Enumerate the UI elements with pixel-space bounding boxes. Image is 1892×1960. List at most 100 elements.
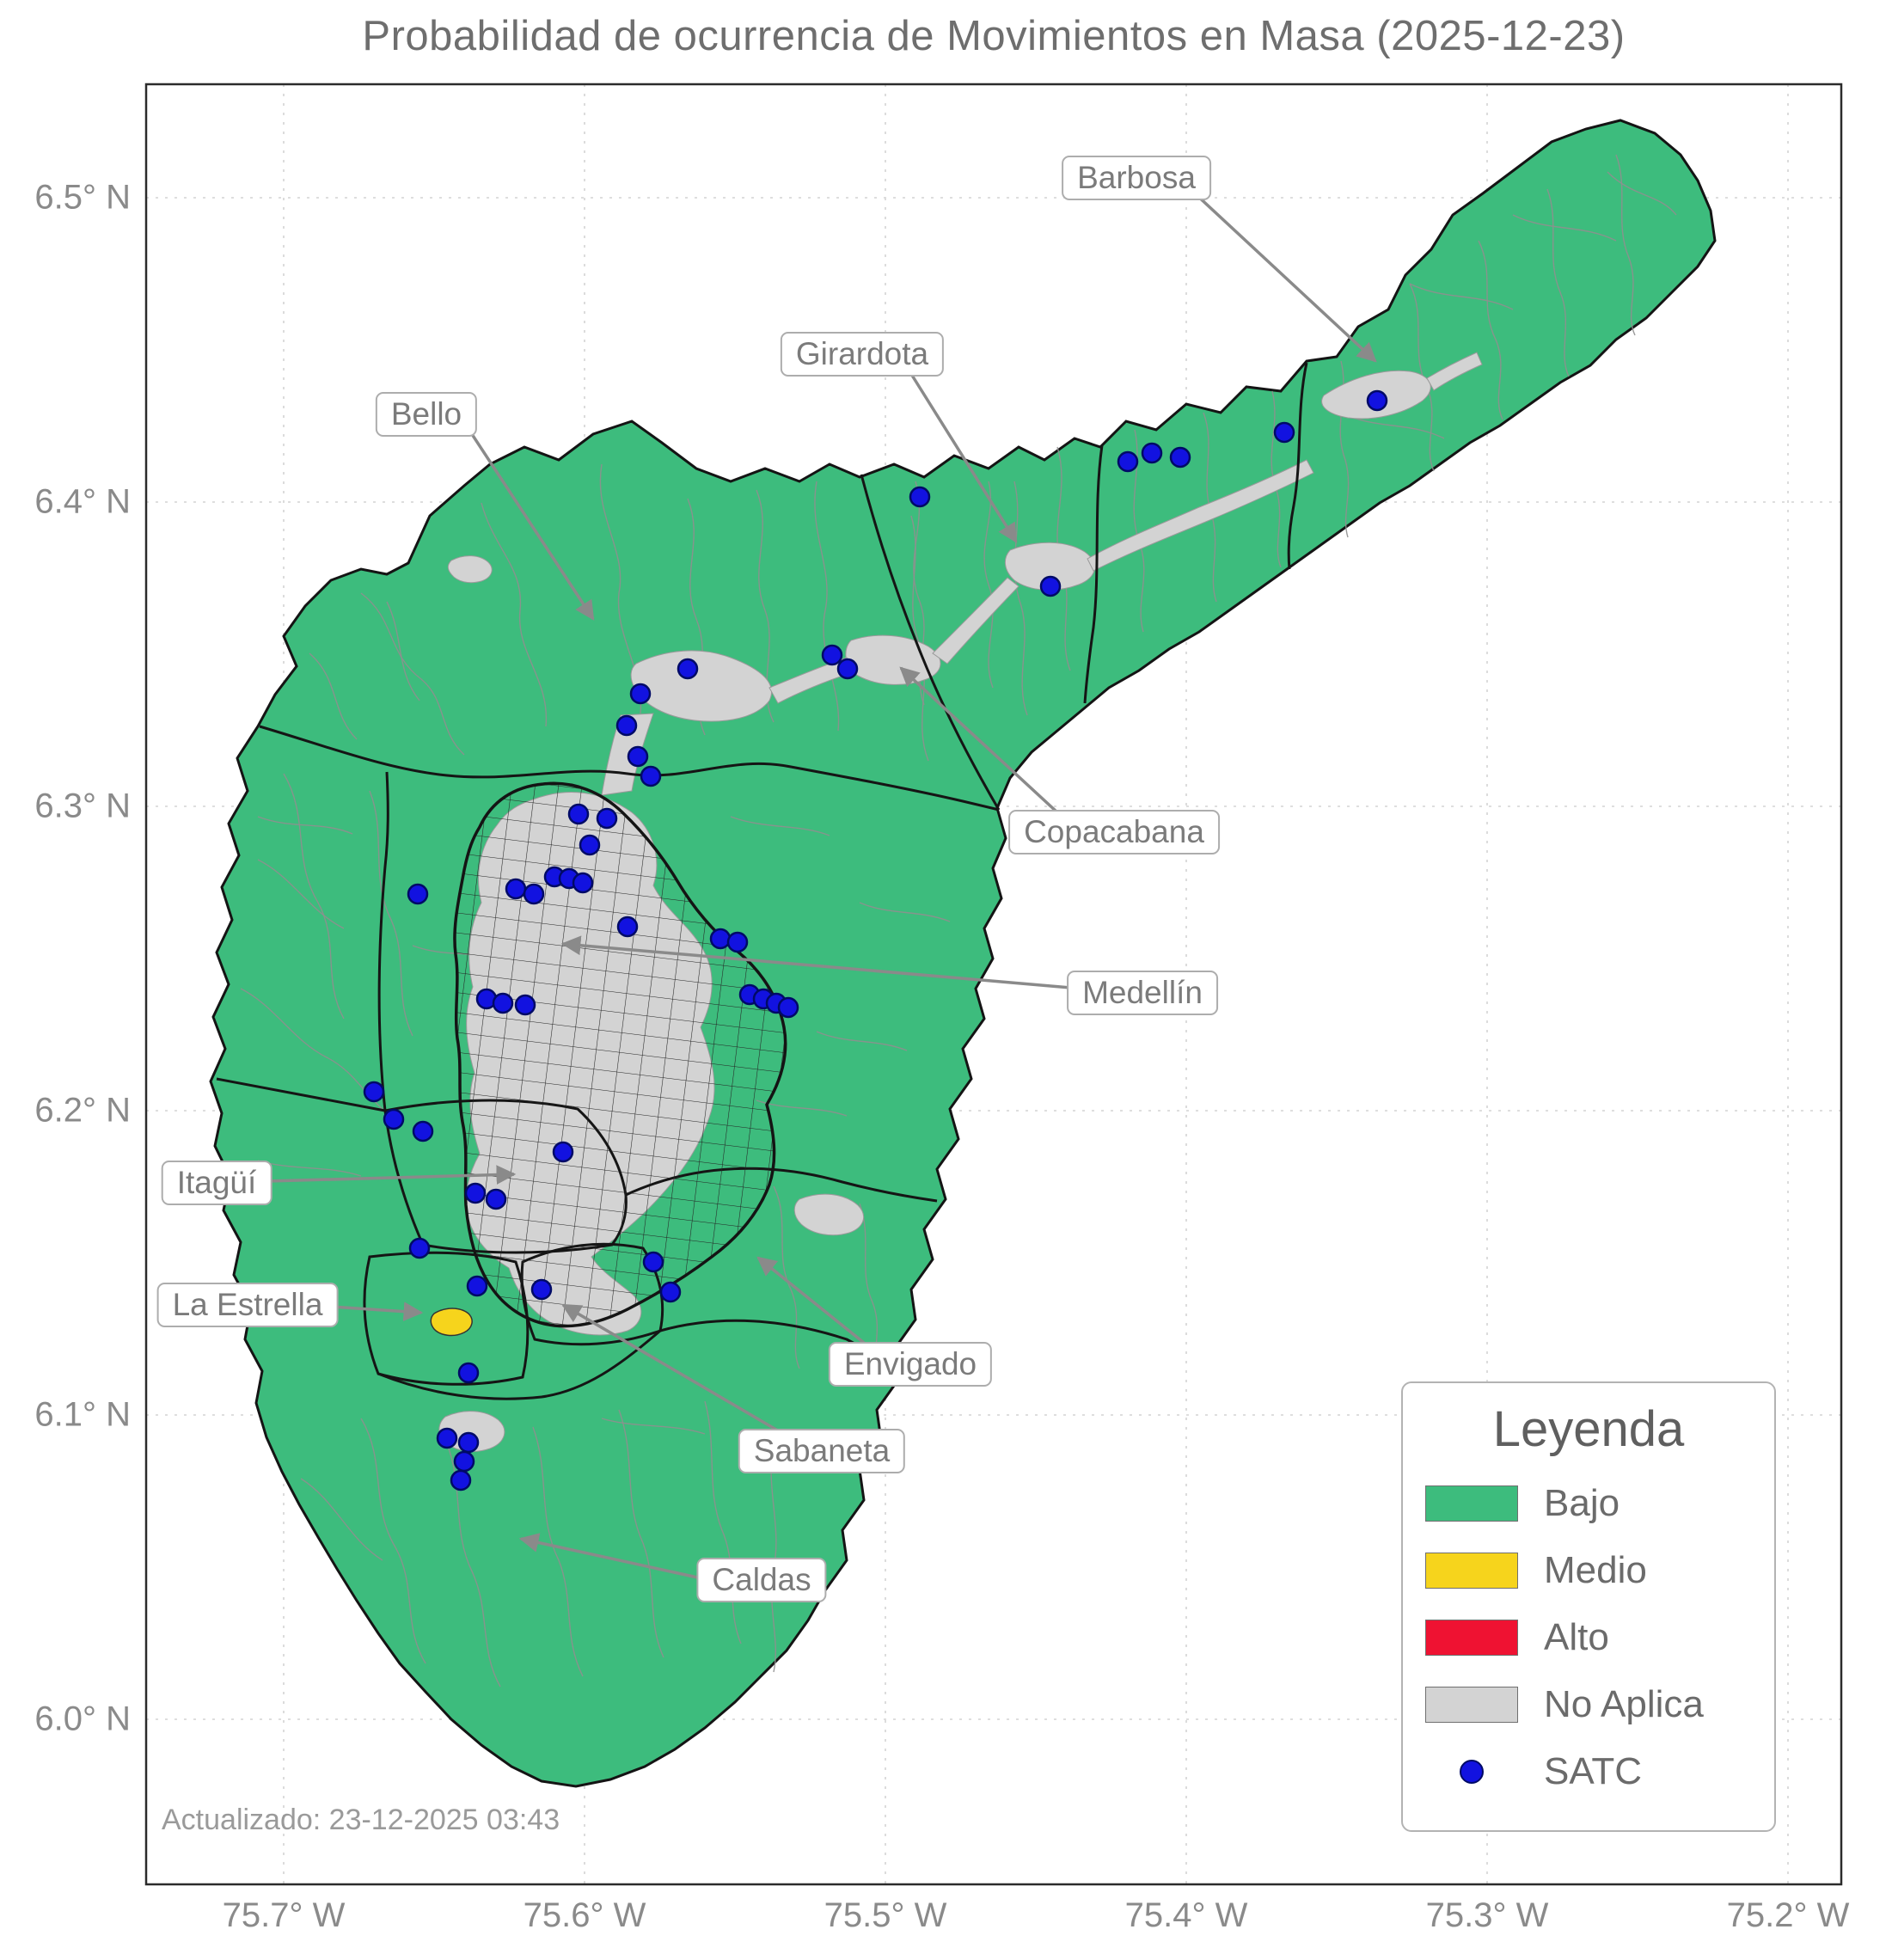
satc-point bbox=[836, 658, 859, 680]
y-tick-6-4: 6.4° N bbox=[34, 482, 131, 521]
x-tick-75-4: 75.4° W bbox=[1124, 1896, 1248, 1934]
satc-point bbox=[677, 658, 699, 680]
satc-point bbox=[640, 765, 662, 787]
plot-frame bbox=[144, 83, 1843, 1886]
satc-point bbox=[1273, 421, 1295, 444]
figure-title: Probabilidad de ocurrencia de Movimiento… bbox=[362, 13, 1626, 59]
legend-title: Leyenda bbox=[1492, 1401, 1685, 1457]
callout-arrows bbox=[267, 192, 1377, 1580]
y-tick-6-2: 6.2° N bbox=[34, 1091, 131, 1130]
arrow-caldas bbox=[518, 1533, 702, 1580]
satc-point bbox=[505, 878, 527, 900]
updated-timestamp: Actualizado: 23-12-2025 03:43 bbox=[162, 1804, 560, 1836]
satc-point bbox=[457, 1431, 480, 1454]
satc-point bbox=[492, 992, 514, 1014]
callout-girardota: Girardota bbox=[780, 332, 945, 377]
satc-point bbox=[777, 996, 799, 1019]
callout-copacabana: Copacabana bbox=[1008, 810, 1220, 854]
arrow-sabaneta bbox=[561, 1303, 781, 1434]
x-tick-75-2: 75.2° W bbox=[1726, 1896, 1850, 1934]
municipal-boundaries bbox=[216, 362, 1308, 1400]
arrow-bello bbox=[468, 431, 595, 621]
medellin-comuna-grid bbox=[453, 781, 787, 1328]
satc-point bbox=[412, 1120, 434, 1142]
callout-medellin: Medellín bbox=[1067, 971, 1218, 1015]
medium-zone-la-estrella bbox=[430, 1308, 473, 1337]
satc-point bbox=[567, 803, 590, 825]
legend-swatch-alto bbox=[1425, 1620, 1518, 1656]
satc-point bbox=[408, 1237, 431, 1259]
satc-point bbox=[1039, 575, 1062, 597]
satc-point bbox=[407, 883, 429, 905]
legend-swatch-no-aplica bbox=[1425, 1687, 1518, 1723]
satc-point bbox=[552, 1141, 574, 1163]
satc-point bbox=[457, 1362, 480, 1384]
legend-item-satc: SATC bbox=[1425, 1750, 1752, 1793]
satc-point bbox=[514, 994, 536, 1016]
arrow-medellin bbox=[560, 935, 1081, 990]
satc-point bbox=[453, 1450, 475, 1473]
callout-itagui: Itagüí bbox=[161, 1161, 272, 1205]
region-low-layer bbox=[209, 119, 1717, 1788]
callout-barbosa: Barbosa bbox=[1062, 156, 1211, 200]
legend-item-alto: Alto bbox=[1425, 1616, 1752, 1659]
arrow-itagui bbox=[267, 1165, 517, 1185]
arrow-la-estrella bbox=[330, 1302, 424, 1321]
satc-point bbox=[464, 1182, 487, 1204]
satc-point bbox=[523, 883, 545, 905]
callout-la-estrella: La Estrella bbox=[156, 1283, 339, 1327]
legend-item-medio: Medio bbox=[1425, 1549, 1752, 1592]
satc-point bbox=[436, 1427, 458, 1449]
satc-point bbox=[659, 1281, 682, 1303]
legend-label-bajo: Bajo bbox=[1544, 1482, 1620, 1524]
callout-envigado: Envigado bbox=[828, 1342, 993, 1387]
legend-label-satc: SATC bbox=[1544, 1750, 1643, 1792]
legend-item-bajo: Bajo bbox=[1425, 1482, 1752, 1525]
y-tick-6-0: 6.0° N bbox=[34, 1700, 131, 1738]
satc-point bbox=[1366, 389, 1388, 412]
y-tick-6-1: 6.1° N bbox=[34, 1395, 131, 1434]
x-tick-75-5: 75.5° W bbox=[824, 1896, 947, 1934]
x-tick-75-6: 75.6° W bbox=[523, 1896, 646, 1934]
satc-point bbox=[709, 928, 732, 950]
satc-point bbox=[1141, 442, 1163, 464]
satc-point bbox=[627, 745, 649, 768]
satc-point bbox=[1169, 446, 1191, 469]
callout-caldas: Caldas bbox=[696, 1558, 827, 1602]
legend-label-medio: Medio bbox=[1544, 1549, 1647, 1591]
callout-sabaneta: Sabaneta bbox=[738, 1429, 906, 1473]
satc-point bbox=[615, 714, 638, 737]
arrow-envigado bbox=[756, 1256, 866, 1344]
satc-point bbox=[642, 1251, 664, 1273]
legend-item-no-aplica: No Aplica bbox=[1425, 1683, 1752, 1726]
legend-swatch-bajo bbox=[1425, 1485, 1518, 1522]
x-tick-75-3: 75.3° W bbox=[1425, 1896, 1549, 1934]
arrow-girardota bbox=[909, 373, 1018, 543]
y-tick-6-3: 6.3° N bbox=[34, 787, 131, 825]
satc-point bbox=[616, 916, 639, 938]
region-low-polygon bbox=[209, 119, 1717, 1788]
arrow-barbosa bbox=[1193, 192, 1377, 363]
satc-point bbox=[450, 1469, 472, 1491]
x-tick-75-7: 75.7° W bbox=[222, 1896, 346, 1934]
legend-label-no-aplica: No Aplica bbox=[1544, 1683, 1704, 1725]
satc-points-layer bbox=[363, 389, 1388, 1491]
arrow-copacabana bbox=[899, 666, 1059, 814]
legend-label-alto: Alto bbox=[1544, 1616, 1609, 1658]
satc-point bbox=[466, 1275, 488, 1297]
satc-point bbox=[596, 807, 618, 830]
satc-point bbox=[363, 1081, 385, 1103]
satc-point bbox=[821, 644, 843, 666]
satc-point bbox=[572, 872, 594, 894]
satc-point bbox=[485, 1188, 507, 1210]
legend-satc-dot-icon bbox=[1460, 1760, 1484, 1784]
satc-point bbox=[383, 1108, 405, 1130]
satc-point bbox=[629, 683, 652, 705]
callout-bello: Bello bbox=[375, 392, 478, 437]
satc-point bbox=[909, 486, 931, 508]
y-tick-6-5: 6.5° N bbox=[34, 178, 131, 217]
legend: Leyenda Bajo Medio Alto No Aplica SATC bbox=[1401, 1381, 1776, 1832]
satc-point bbox=[1117, 450, 1139, 473]
